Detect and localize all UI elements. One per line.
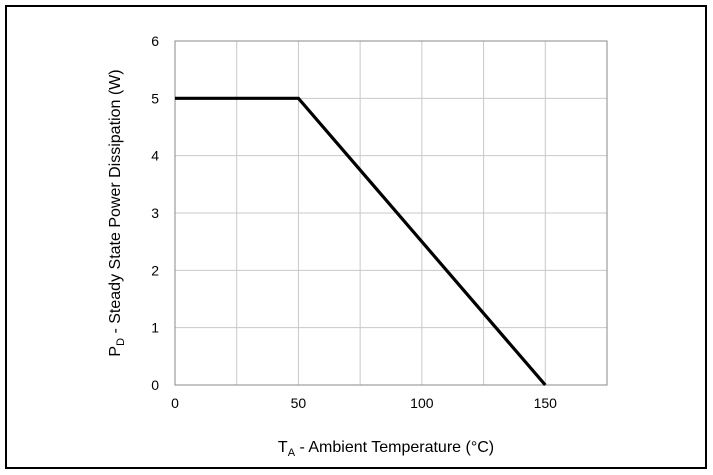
y-axis-label-sub: D xyxy=(115,338,127,346)
y-tick-label: 1 xyxy=(151,320,159,336)
series-layer xyxy=(175,96,547,387)
x-axis-label-rest: - Ambient Temperature (°C) xyxy=(295,439,494,456)
y-tick-label: 5 xyxy=(151,90,159,106)
tick-labels: 0 1 2 3 4 5 6 0 50 100 150 xyxy=(151,33,557,411)
y-tick-label: 0 xyxy=(151,377,159,393)
y-tick-label: 4 xyxy=(151,148,159,164)
y-axis-label-rest: - Steady State Power Dissipation (W) xyxy=(107,69,124,338)
y-tick-label: 2 xyxy=(151,262,159,278)
x-axis-label-sub: A xyxy=(288,447,296,459)
x-axis-label: TA - Ambient Temperature (°C) xyxy=(278,439,494,459)
x-tick-label: 100 xyxy=(410,395,434,411)
y-tick-label: 6 xyxy=(151,33,159,49)
x-axis-label-main: T xyxy=(278,439,288,456)
y-axis-label: PD - Steady State Power Dissipation (W) xyxy=(107,69,127,356)
power-dissipation-line xyxy=(175,96,547,387)
x-tick-label: 50 xyxy=(291,395,307,411)
outer-border xyxy=(5,5,707,469)
y-tick-label: 3 xyxy=(151,205,159,221)
x-tick-label: 0 xyxy=(171,395,179,411)
x-tick-label: 150 xyxy=(534,395,558,411)
plot-area xyxy=(174,40,608,386)
y-axis-label-main: P xyxy=(107,346,124,357)
